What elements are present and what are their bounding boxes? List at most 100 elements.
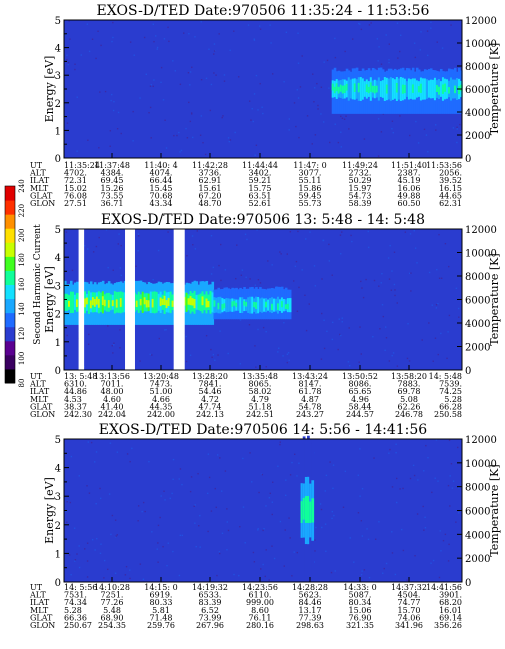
noise-speckle <box>272 481 274 483</box>
noise-speckle <box>331 517 333 520</box>
band-peak <box>357 82 361 93</box>
noise-speckle <box>367 246 370 249</box>
noise-speckle <box>252 551 255 554</box>
noise-speckle <box>332 464 335 466</box>
noise-speckle <box>253 93 256 95</box>
noise-speckle <box>150 84 152 86</box>
noise-speckle <box>316 82 318 85</box>
ephemeris-value: 250.58 <box>434 410 462 419</box>
noise-speckle <box>227 137 230 139</box>
noise-speckle <box>279 251 281 253</box>
ephemeris-value: 14:37:32 <box>391 583 427 592</box>
y2-tick-label: 6000 <box>465 507 490 518</box>
band-core <box>239 297 242 313</box>
band-core <box>225 298 228 313</box>
band-peak <box>161 298 165 305</box>
band-peak <box>300 501 304 523</box>
ephemeris-value: 2056. <box>439 169 462 178</box>
band-core <box>69 291 73 314</box>
y-tick-label: 0 <box>55 366 61 377</box>
noise-speckle <box>87 343 90 345</box>
y2-tick-label: 2000 <box>465 343 490 354</box>
y2-tick-label: 8000 <box>465 272 490 283</box>
noise-speckle <box>391 128 393 130</box>
noise-speckle <box>291 461 293 464</box>
band-core <box>229 298 232 312</box>
noise-speckle <box>265 330 267 333</box>
noise-speckle <box>172 478 174 480</box>
noise-speckle <box>112 36 114 39</box>
noise-speckle <box>342 506 345 508</box>
noise-speckle <box>389 244 391 247</box>
noise-speckle <box>324 490 326 492</box>
band-core <box>211 292 215 313</box>
noise-speckle <box>253 39 256 41</box>
noise-speckle <box>189 354 192 356</box>
band-peak <box>189 296 193 306</box>
noise-speckle <box>142 501 145 504</box>
noise-speckle <box>200 115 203 117</box>
band-peak <box>459 84 463 92</box>
noise-speckle <box>385 34 387 36</box>
ephemeris-value: 999.00 <box>246 598 274 607</box>
ephemeris-value: 62.26 <box>398 402 421 411</box>
ephemeris-value: 7251. <box>101 591 124 600</box>
noise-speckle <box>391 552 394 554</box>
ephemeris-value: 73.99 <box>199 613 222 622</box>
ephemeris-value: 44.65 <box>439 191 462 200</box>
noise-speckle <box>210 83 213 86</box>
noise-speckle <box>283 321 285 324</box>
ephemeris-value: 15.70 <box>398 606 421 615</box>
noise-speckle <box>400 528 403 531</box>
noise-speckle <box>78 566 81 569</box>
noise-speckle <box>179 83 182 86</box>
noise-speckle <box>361 570 363 572</box>
noise-speckle <box>150 137 152 139</box>
noise-speckle <box>278 347 280 349</box>
noise-speckle <box>377 60 379 62</box>
ephemeris-value: 14:33: 0 <box>343 583 376 592</box>
noise-speckle <box>314 539 316 541</box>
ephemeris-row-label: ALT <box>29 169 46 178</box>
noise-speckle <box>149 85 152 87</box>
ephemeris-value: 6310. <box>64 380 87 389</box>
noise-speckle <box>219 457 221 459</box>
noise-speckle <box>65 510 67 513</box>
noise-speckle <box>94 461 96 463</box>
y2-axis-label: Temperature [K] <box>488 464 501 556</box>
spectrogram-background <box>64 439 462 582</box>
band-peak <box>235 302 238 308</box>
noise-speckle <box>430 21 432 24</box>
noise-speckle <box>341 231 343 233</box>
ephemeris-value: 44.35 <box>150 402 173 411</box>
noise-speckle <box>388 43 391 45</box>
noise-speckle <box>187 72 190 74</box>
band-peak <box>419 83 423 93</box>
colorbar-swatch <box>5 214 15 229</box>
noise-speckle <box>324 523 327 525</box>
noise-speckle <box>439 530 441 532</box>
colorbar-tick-label: 160 <box>18 278 26 291</box>
noise-speckle <box>195 545 197 548</box>
ephemeris-value: 250.67 <box>64 621 92 630</box>
noise-speckle <box>129 577 131 580</box>
noise-speckle <box>188 32 190 35</box>
noise-speckle <box>156 48 158 50</box>
noise-speckle <box>334 37 336 40</box>
noise-speckle <box>233 30 235 32</box>
colorbar-swatch <box>5 298 15 314</box>
band-core <box>87 290 91 314</box>
noise-speckle <box>69 501 72 504</box>
band-peak <box>457 86 461 95</box>
band-core <box>149 291 153 314</box>
noise-speckle <box>125 565 128 568</box>
ephemeris-value: 6919. <box>150 591 173 600</box>
noise-speckle <box>208 476 211 479</box>
band-peak <box>221 304 224 310</box>
noise-speckle <box>117 243 120 245</box>
noise-speckle <box>249 452 251 454</box>
colorbar-swatch <box>5 256 15 271</box>
noise-speckle <box>304 294 306 296</box>
ephemeris-value: 54.46 <box>199 387 222 396</box>
ephemeris-value: 6533. <box>199 591 222 600</box>
